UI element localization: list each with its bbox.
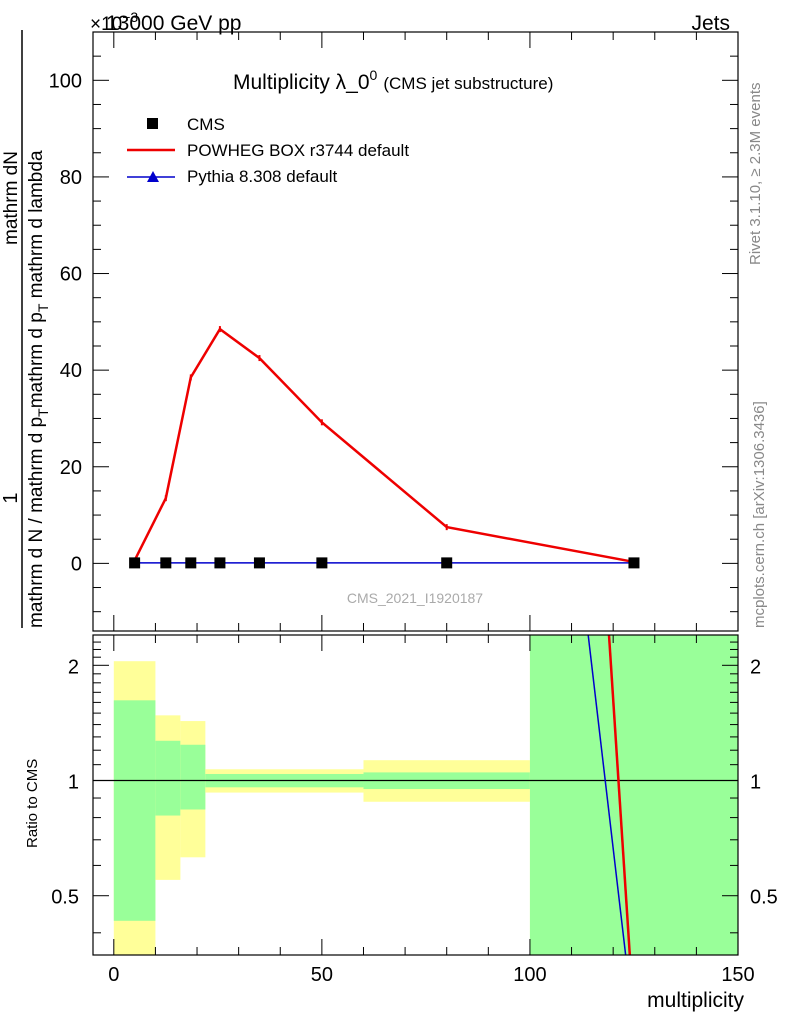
cms-point — [316, 557, 328, 569]
ylabel-denominator: mathrm d N / mathrm d pTmathrm d pT math… — [26, 150, 51, 628]
cms-point — [185, 557, 197, 569]
ratio-y-tick-label-right: 2 — [750, 656, 761, 678]
legend-item-cms: CMS — [147, 115, 225, 134]
legend-cms-marker — [147, 118, 158, 129]
cms-point — [253, 557, 265, 569]
main-y-tick-label: 40 — [60, 360, 82, 382]
main-plot: 0 20 40 60 80 100 Multiplicity λ_00 (CMS jet s… — [49, 31, 739, 632]
pythia-ratio-line — [587, 634, 627, 956]
ylabel-prefix: 1 — [0, 492, 22, 503]
ratio-y-label: Ratio to CMS — [24, 759, 41, 848]
x-tick-label: 100 — [513, 964, 546, 986]
x-tick-label: 0 — [108, 964, 119, 986]
main-y-tick-label: 80 — [60, 167, 82, 189]
main-y-tick-label: 0 — [71, 553, 82, 575]
ratio-y-tick-label: 0.5 — [51, 887, 79, 909]
legend-item-powheg: POWHEG BOX r3744 default — [127, 141, 409, 160]
legend-pythia-marker — [147, 171, 159, 182]
ratio-lines — [93, 634, 738, 956]
x-tick-label: 150 — [721, 964, 754, 986]
powheg-ratio-line — [607, 634, 632, 956]
ratio-axis-ticks: 0.5 0.5 1 1 2 2 0 50 100 150 — [51, 635, 778, 986]
mcplots-label: mcplots.cern.ch [arXiv:1306.3436] — [751, 401, 768, 628]
rivet-label: Rivet 3.1.10, ≥ 2.3M events — [747, 83, 764, 266]
x-axis-label: multiplicity — [647, 989, 744, 1012]
main-y-tick-label: 60 — [60, 264, 82, 286]
legend-pythia-label: Pythia 8.308 default — [187, 167, 338, 186]
main-y-axis-label: 1 mathrm dN mathrm d N / mathrm d pTmath… — [0, 30, 51, 628]
energy-label: 13000 GeV pp — [106, 12, 241, 35]
ratio-y-tick-label-right: 0.5 — [750, 887, 778, 909]
ratio-plot-frame — [92, 634, 739, 956]
chart-title: Multiplicity λ_00 (CMS jet substructure) — [233, 67, 553, 94]
cms-point — [160, 557, 172, 569]
cms-point — [129, 557, 141, 569]
ratio-y-tick-label-right: 1 — [750, 772, 761, 794]
ratio-y-tick-label: 1 — [68, 772, 79, 794]
cms-point — [441, 557, 453, 569]
cms-point — [628, 557, 640, 569]
powheg-line — [133, 327, 635, 564]
ratio-band-inner — [180, 744, 206, 810]
cms-point — [214, 557, 226, 569]
ratio-plot: 0.5 0.5 1 1 2 2 0 50 100 150 Ratio to CMS multipl… — [24, 634, 778, 1012]
ylabel-numerator: mathrm dN — [1, 151, 22, 245]
exponent-label: ×10−3 — [90, 9, 138, 35]
ratio-band-inner — [155, 740, 181, 816]
ratio-y-tick-label: 2 — [68, 656, 79, 678]
legend-item-pythia: Pythia 8.308 default — [127, 167, 338, 186]
watermark: CMS_2021_I1920187 — [347, 590, 483, 606]
ratio-band-inner — [529, 635, 738, 955]
main-y-tick-label: 20 — [60, 457, 82, 479]
ratio-band-inner — [113, 700, 156, 921]
main-series-layer — [129, 326, 640, 569]
legend: CMS POWHEG BOX r3744 default Pythia 8.30… — [127, 115, 409, 186]
main-plot-frame — [92, 31, 739, 632]
ratio-bands — [113, 635, 738, 955]
legend-cms-label: CMS — [187, 115, 225, 134]
jets-label: Jets — [691, 12, 730, 35]
main-y-tick-label: 100 — [49, 70, 82, 92]
main-axis-ticks: 0 20 40 60 80 100 — [49, 32, 739, 631]
x-tick-label: 50 — [311, 964, 333, 986]
legend-powheg-label: POWHEG BOX r3744 default — [187, 141, 409, 160]
